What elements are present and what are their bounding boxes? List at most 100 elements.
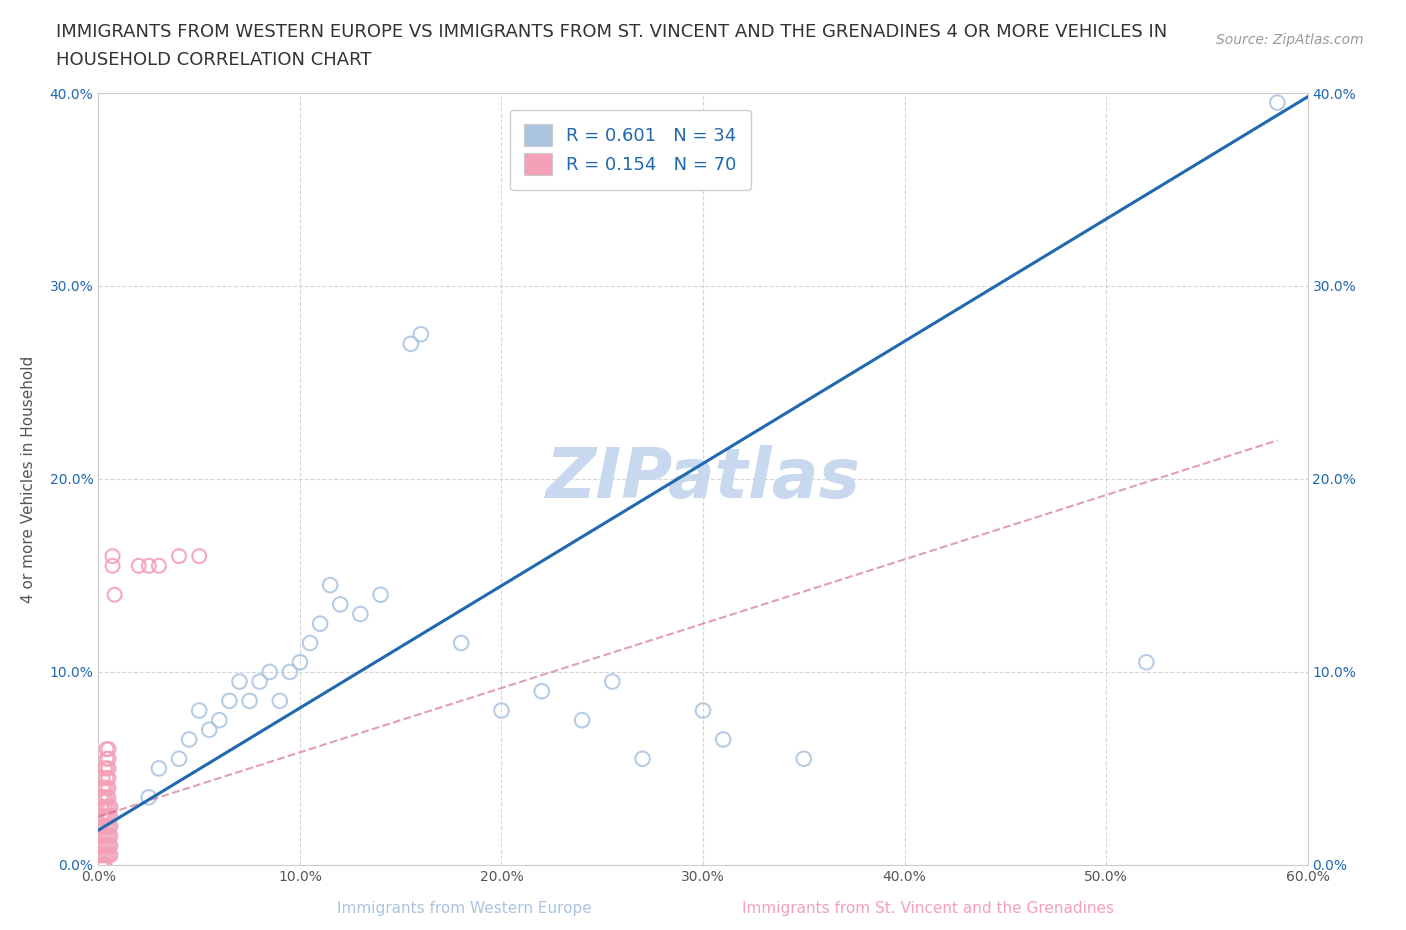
Point [309, 617, 332, 631]
Point [269, 694, 291, 709]
Point [97, 819, 120, 834]
Point [87, 848, 110, 863]
Point [259, 665, 281, 680]
Point [96, 829, 118, 844]
Point [188, 703, 211, 718]
Point [138, 790, 160, 804]
Point [97, 751, 120, 766]
Point [450, 635, 472, 650]
Point [91, 838, 114, 853]
Point [349, 606, 371, 621]
Point [793, 751, 815, 766]
Point [1135, 655, 1157, 670]
Point [228, 674, 250, 689]
Point [93, 809, 115, 824]
Point [96, 771, 118, 786]
Point [87, 829, 110, 844]
Point [167, 751, 190, 766]
Point [208, 712, 231, 727]
Text: Immigrants from St. Vincent and the Grenadines: Immigrants from St. Vincent and the Gren… [742, 901, 1114, 916]
Point [101, 558, 124, 573]
Point [96, 780, 118, 795]
Point [87, 838, 110, 853]
Point [93, 829, 115, 844]
Point [100, 800, 122, 815]
Point [97, 761, 120, 776]
Point [93, 857, 115, 872]
Text: Immigrants from Western Europe: Immigrants from Western Europe [336, 901, 592, 916]
Point [89, 838, 111, 853]
Point [93, 800, 115, 815]
Point [93, 780, 115, 795]
Text: ZIPatlas: ZIPatlas [546, 445, 860, 512]
Point [491, 703, 513, 718]
Point [329, 597, 352, 612]
Point [91, 848, 114, 863]
Point [602, 674, 624, 689]
Point [288, 655, 311, 670]
Point [101, 549, 124, 564]
Point [93, 838, 115, 853]
Point [167, 549, 190, 564]
Point [399, 337, 422, 352]
Point [1267, 95, 1289, 110]
Point [93, 848, 115, 863]
Point [89, 857, 111, 872]
Point [93, 790, 115, 804]
Point [692, 703, 714, 718]
Point [97, 780, 120, 795]
Point [89, 848, 111, 863]
Point [97, 838, 120, 853]
Point [93, 819, 115, 834]
Point [96, 800, 118, 815]
Point [96, 809, 118, 824]
Point [97, 742, 120, 757]
Point [97, 848, 120, 863]
Point [96, 751, 118, 766]
Point [97, 771, 120, 786]
Point [128, 558, 150, 573]
Point [631, 751, 654, 766]
Point [218, 694, 240, 709]
Point [89, 809, 111, 824]
Point [188, 549, 211, 564]
Point [87, 819, 110, 834]
Point [91, 857, 114, 872]
Point [239, 694, 262, 709]
Point [198, 723, 221, 737]
Point [97, 829, 120, 844]
Point [97, 809, 120, 824]
Text: HOUSEHOLD CORRELATION CHART: HOUSEHOLD CORRELATION CHART [56, 51, 371, 69]
Point [571, 712, 593, 727]
Point [179, 732, 201, 747]
Point [96, 742, 118, 757]
Point [91, 800, 114, 815]
Point [89, 790, 111, 804]
Point [97, 800, 120, 815]
Point [100, 848, 122, 863]
Point [91, 790, 114, 804]
Point [100, 819, 122, 834]
Point [299, 635, 322, 650]
Point [91, 771, 114, 786]
Point [93, 761, 115, 776]
Point [91, 819, 114, 834]
Point [278, 665, 301, 680]
Point [409, 326, 432, 341]
Point [148, 558, 170, 573]
Point [530, 684, 553, 698]
Point [96, 790, 118, 804]
Point [89, 829, 111, 844]
Point [100, 829, 122, 844]
Text: Source: ZipAtlas.com: Source: ZipAtlas.com [1216, 33, 1364, 46]
Point [91, 809, 114, 824]
Point [96, 761, 118, 776]
Point [711, 732, 734, 747]
Y-axis label: 4 or more Vehicles in Household: 4 or more Vehicles in Household [21, 355, 35, 603]
Point [138, 558, 160, 573]
Text: IMMIGRANTS FROM WESTERN EUROPE VS IMMIGRANTS FROM ST. VINCENT AND THE GRENADINES: IMMIGRANTS FROM WESTERN EUROPE VS IMMIGR… [56, 23, 1167, 41]
Point [89, 819, 111, 834]
Point [91, 780, 114, 795]
Point [319, 578, 342, 592]
Point [96, 848, 118, 863]
